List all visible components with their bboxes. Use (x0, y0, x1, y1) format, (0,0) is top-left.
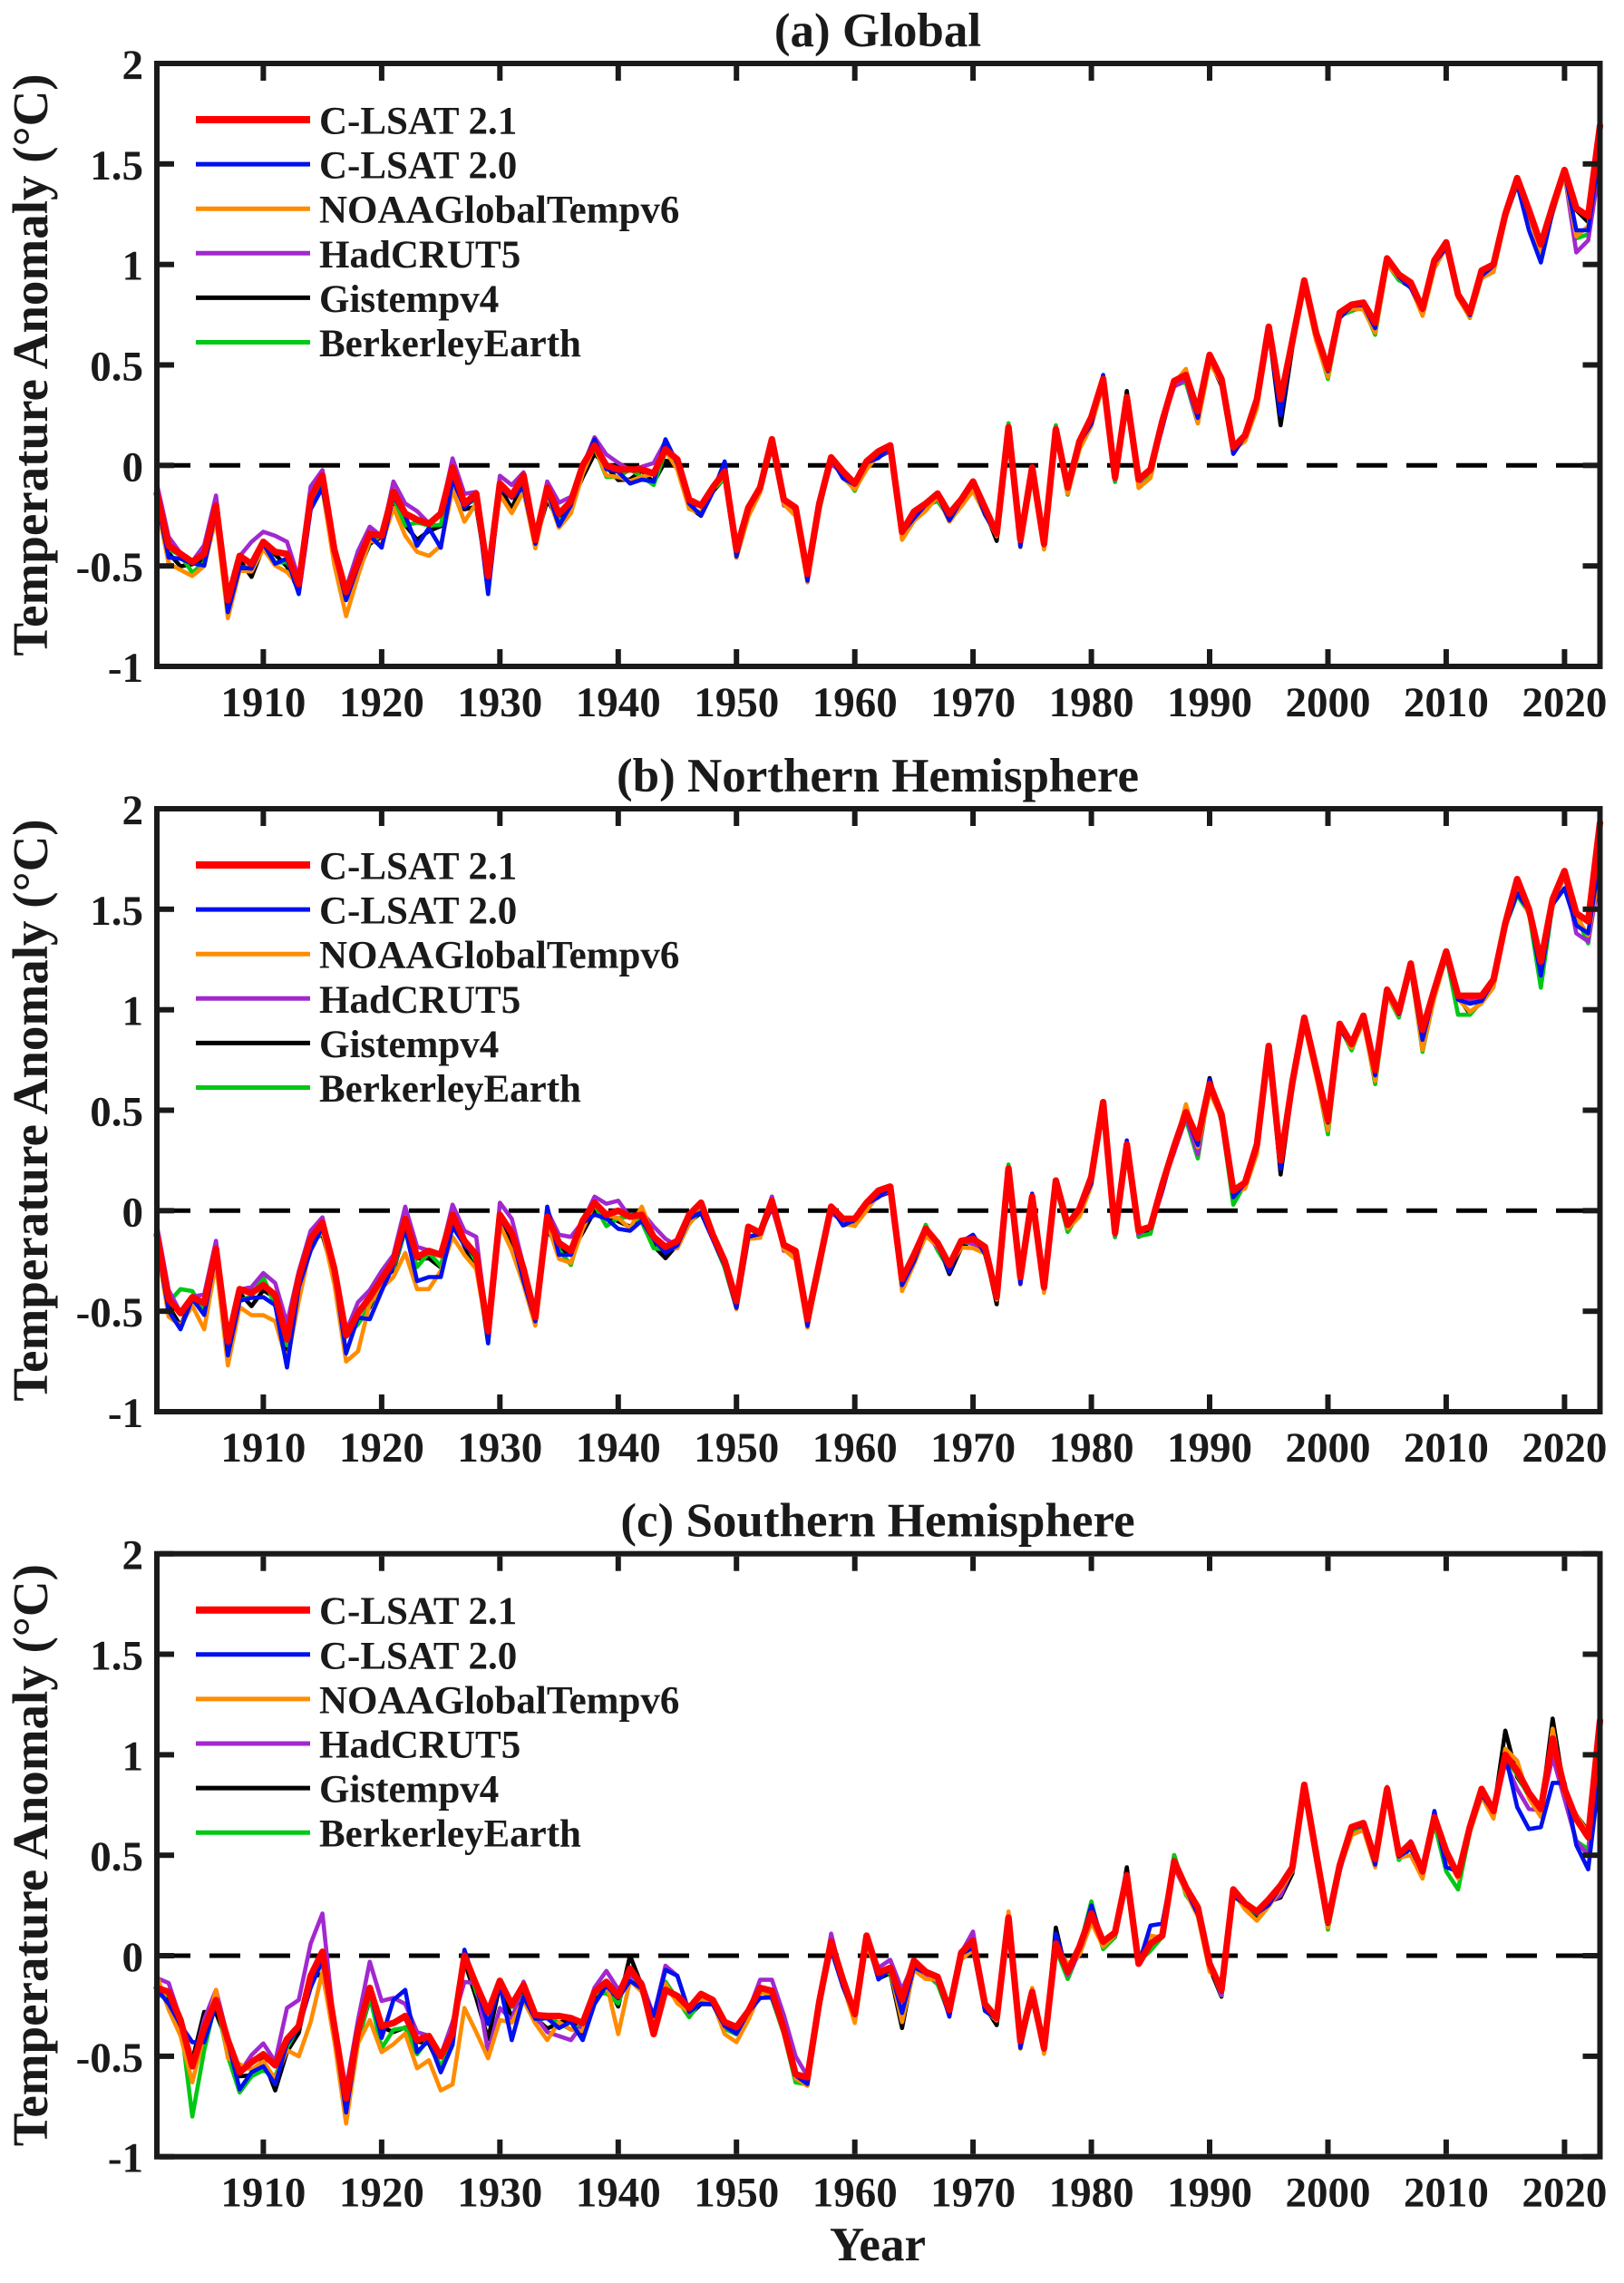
svg-text:NOAAGlobalTempv6: NOAAGlobalTempv6 (319, 189, 679, 232)
svg-text:1: 1 (122, 1733, 144, 1780)
svg-text:1970: 1970 (930, 679, 1016, 726)
svg-text:2000: 2000 (1286, 679, 1371, 726)
svg-text:1940: 1940 (576, 1424, 661, 1472)
svg-text:0.5: 0.5 (90, 344, 143, 391)
svg-text:-1: -1 (108, 1390, 143, 1437)
svg-text:2: 2 (122, 787, 144, 834)
svg-text:1940: 1940 (576, 679, 661, 726)
svg-text:1940: 1940 (576, 2170, 661, 2217)
svg-text:-0.5: -0.5 (76, 544, 143, 591)
svg-text:1.5: 1.5 (90, 888, 143, 935)
svg-text:-0.5: -0.5 (76, 2035, 143, 2082)
svg-text:2020: 2020 (1522, 1424, 1607, 1472)
svg-text:1970: 1970 (930, 2170, 1016, 2217)
svg-text:Temperature Anomaly (°C): Temperature Anomaly (°C) (3, 1564, 58, 2146)
svg-text:1930: 1930 (457, 2170, 542, 2217)
svg-text:1990: 1990 (1167, 679, 1252, 726)
svg-text:C-LSAT 2.1: C-LSAT 2.1 (319, 101, 517, 143)
svg-text:2: 2 (122, 1532, 144, 1579)
svg-text:1910: 1910 (220, 679, 306, 726)
svg-text:Year: Year (830, 2219, 926, 2271)
svg-text:1910: 1910 (220, 1424, 306, 1472)
svg-text:1970: 1970 (930, 1424, 1016, 1472)
svg-text:Gistempv4: Gistempv4 (319, 1024, 499, 1066)
svg-text:HadCRUT5: HadCRUT5 (319, 979, 520, 1022)
svg-text:BerkerleyEarth: BerkerleyEarth (319, 1813, 581, 1856)
svg-text:1960: 1960 (812, 1424, 898, 1472)
svg-text:1920: 1920 (339, 1424, 424, 1472)
svg-text:1980: 1980 (1049, 1424, 1134, 1472)
svg-text:1990: 1990 (1167, 2170, 1252, 2217)
svg-text:2000: 2000 (1286, 1424, 1371, 1472)
svg-text:1950: 1950 (694, 2170, 779, 2217)
svg-text:-1: -1 (108, 645, 143, 692)
svg-text:HadCRUT5: HadCRUT5 (319, 234, 520, 277)
svg-text:C-LSAT 2.0: C-LSAT 2.0 (319, 145, 517, 188)
svg-text:1910: 1910 (220, 2170, 306, 2217)
svg-text:1: 1 (122, 988, 144, 1035)
svg-text:1960: 1960 (812, 2170, 898, 2217)
svg-text:1950: 1950 (694, 1424, 779, 1472)
svg-text:1930: 1930 (457, 679, 542, 726)
svg-text:2: 2 (122, 42, 144, 89)
svg-text:1960: 1960 (812, 679, 898, 726)
svg-text:1930: 1930 (457, 1424, 542, 1472)
svg-text:Temperature Anomaly (°C): Temperature Anomaly (°C) (3, 73, 58, 656)
svg-text:1990: 1990 (1167, 1424, 1252, 1472)
svg-text:1980: 1980 (1049, 2170, 1134, 2217)
svg-text:0.5: 0.5 (90, 1833, 143, 1880)
svg-text:0: 0 (122, 1934, 144, 1981)
svg-text:2020: 2020 (1522, 679, 1607, 726)
svg-text:0: 0 (122, 443, 144, 491)
svg-text:1: 1 (122, 243, 144, 290)
svg-text:1920: 1920 (339, 679, 424, 726)
svg-text:(a) Global: (a) Global (774, 5, 981, 57)
svg-text:Temperature Anomaly (°C): Temperature Anomaly (°C) (3, 819, 58, 1401)
svg-text:(c) Southern Hemisphere: (c) Southern Hemisphere (620, 1495, 1134, 1548)
svg-text:C-LSAT 2.0: C-LSAT 2.0 (319, 1635, 517, 1677)
svg-text:2000: 2000 (1286, 2170, 1371, 2217)
svg-text:Gistempv4: Gistempv4 (319, 1769, 499, 1812)
svg-text:BerkerleyEarth: BerkerleyEarth (319, 1068, 581, 1111)
svg-text:1.5: 1.5 (90, 1633, 143, 1680)
svg-text:2010: 2010 (1404, 1424, 1489, 1472)
svg-text:C-LSAT 2.1: C-LSAT 2.1 (319, 1590, 517, 1633)
svg-text:C-LSAT 2.0: C-LSAT 2.0 (319, 890, 517, 933)
svg-text:2020: 2020 (1522, 2170, 1607, 2217)
svg-text:0.5: 0.5 (90, 1089, 143, 1136)
svg-text:1920: 1920 (339, 2170, 424, 2217)
svg-text:1950: 1950 (694, 679, 779, 726)
svg-text:0: 0 (122, 1189, 144, 1236)
svg-text:2010: 2010 (1404, 2170, 1489, 2217)
svg-text:-1: -1 (108, 2135, 143, 2182)
svg-text:NOAAGlobalTempv6: NOAAGlobalTempv6 (319, 935, 679, 977)
svg-text:Gistempv4: Gistempv4 (319, 278, 499, 321)
svg-text:C-LSAT 2.1: C-LSAT 2.1 (319, 846, 517, 889)
svg-text:HadCRUT5: HadCRUT5 (319, 1724, 520, 1767)
svg-text:BerkerleyEarth: BerkerleyEarth (319, 323, 581, 365)
svg-text:2010: 2010 (1404, 679, 1489, 726)
svg-text:1.5: 1.5 (90, 142, 143, 189)
svg-text:NOAAGlobalTempv6: NOAAGlobalTempv6 (319, 1679, 679, 1722)
svg-text:(b) Northern Hemisphere: (b) Northern Hemisphere (617, 750, 1139, 802)
svg-text:1980: 1980 (1049, 679, 1134, 726)
svg-text:-0.5: -0.5 (76, 1289, 143, 1336)
